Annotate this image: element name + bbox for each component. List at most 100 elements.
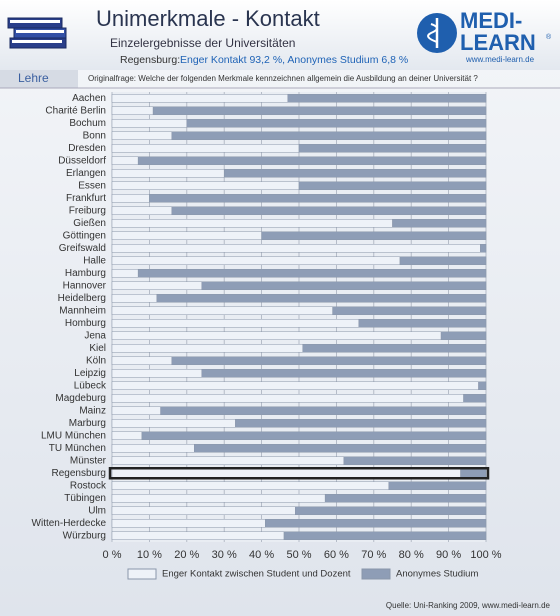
bar-segment <box>149 194 487 203</box>
bar-segment <box>137 156 487 165</box>
bar-segment <box>283 531 487 540</box>
bar-segment <box>111 331 442 340</box>
bar-segment <box>111 206 173 215</box>
y-tick-label: Dresden <box>68 143 106 154</box>
y-tick-label: TU München <box>49 443 106 454</box>
bar-segment <box>358 319 487 328</box>
question: Originalfrage: Welche der folgenden Merk… <box>88 74 478 83</box>
bar-segment <box>111 269 139 278</box>
bar-segment <box>111 169 225 178</box>
y-tick-label: Bochum <box>69 118 106 129</box>
bar-segment <box>111 381 479 390</box>
bar-segment <box>295 506 487 515</box>
footer-source: Quelle: Uni-Ranking 2009, www.medi-learn… <box>386 601 551 610</box>
bar-segment <box>223 169 487 178</box>
y-tick-label: Jena <box>84 330 106 341</box>
bar-segment <box>111 481 390 490</box>
y-tick-label: Münster <box>70 455 107 466</box>
y-tick-label: Hamburg <box>65 268 106 279</box>
header-band <box>0 0 560 70</box>
bar-segment <box>171 131 487 140</box>
y-tick-label: Regensburg <box>52 468 106 479</box>
x-tick-label: 50 % <box>286 549 311 561</box>
bar-segment <box>141 431 487 440</box>
bar-segment <box>111 306 333 315</box>
bar-segment <box>111 519 266 528</box>
bar-segment <box>111 294 158 303</box>
x-tick-label: 100 % <box>470 549 501 561</box>
bar-segment <box>111 456 345 465</box>
highlight-frame <box>108 467 490 480</box>
bar-segment <box>298 181 487 190</box>
bar-segment <box>332 306 487 315</box>
bar-segment <box>463 394 487 403</box>
y-tick-label: Göttingen <box>63 230 106 241</box>
legend-label: Enger Kontakt zwischen Student und Dozen… <box>162 569 351 580</box>
bar-segment <box>265 519 487 528</box>
bar-segment <box>478 381 487 390</box>
y-tick-label: Mannheim <box>59 305 106 316</box>
bar-segment <box>111 194 150 203</box>
bar-segment <box>111 419 236 428</box>
bar-segment <box>111 469 461 478</box>
bar-segment <box>111 219 393 228</box>
bar-segment <box>111 244 481 253</box>
legend-label: Anonymes Studium <box>396 569 478 580</box>
y-tick-label: Greifswald <box>59 243 106 254</box>
bar-segment <box>171 206 487 215</box>
y-tick-label: Lübeck <box>74 380 107 391</box>
bar-segment <box>111 319 360 328</box>
bar-segment <box>324 494 487 503</box>
bar-segment <box>111 231 262 240</box>
y-tick-label: Leipzig <box>74 368 106 379</box>
logo-url: www.medi-learn.de <box>465 55 535 64</box>
logo-mark: ® <box>546 33 552 41</box>
bar-segment <box>111 506 296 515</box>
y-tick-label: Köln <box>86 355 106 366</box>
bar-segment <box>111 131 173 140</box>
bar-segment <box>111 494 326 503</box>
bar-segment <box>111 531 285 540</box>
bar-segment <box>460 469 487 478</box>
x-tick-label: 60 % <box>324 549 349 561</box>
bar-segment <box>137 269 487 278</box>
y-tick-label: Halle <box>83 255 106 266</box>
bar-segment <box>160 406 487 415</box>
bar-segment <box>111 119 188 128</box>
y-tick-label: LMU München <box>41 430 106 441</box>
x-tick-label: 80 % <box>399 549 424 561</box>
note-label: Regensburg: <box>120 54 180 66</box>
bar-segment <box>440 331 487 340</box>
legend-swatch <box>127 568 157 580</box>
bar-segment <box>171 356 487 365</box>
section-tab <box>0 70 78 88</box>
x-tick-label: 10 % <box>137 549 162 561</box>
bar-segment <box>156 294 487 303</box>
y-tick-label: Bonn <box>83 130 106 141</box>
y-tick-label: Aachen <box>72 93 106 104</box>
y-tick-label: Kiel <box>89 343 106 354</box>
book-icon <box>7 17 67 49</box>
bar-segment <box>287 94 487 103</box>
x-tick-label: 40 % <box>249 549 274 561</box>
y-tick-label: Düsseldorf <box>58 155 106 166</box>
logo-line1: MEDI- <box>460 8 522 33</box>
y-tick-label: Erlangen <box>66 168 106 179</box>
bar-segment <box>186 119 487 128</box>
y-tick-label: Gießen <box>73 218 106 229</box>
y-tick-label: Tübingen <box>64 493 106 504</box>
y-tick-label: Würzburg <box>63 530 106 541</box>
bar-segment <box>111 369 203 378</box>
bar-segment <box>392 219 487 228</box>
bar-segment <box>111 431 143 440</box>
bar-segment <box>235 419 487 428</box>
bar-segment <box>388 481 487 490</box>
x-tick-label: 0 % <box>103 549 122 561</box>
note-text: Enger Kontakt 93,2 %, Anonymes Studium 6… <box>180 54 408 66</box>
x-tick-label: 70 % <box>361 549 386 561</box>
bar-segment <box>302 344 487 353</box>
x-tick-label: 20 % <box>174 549 199 561</box>
bar-segment <box>201 369 487 378</box>
bar-segment <box>111 281 203 290</box>
